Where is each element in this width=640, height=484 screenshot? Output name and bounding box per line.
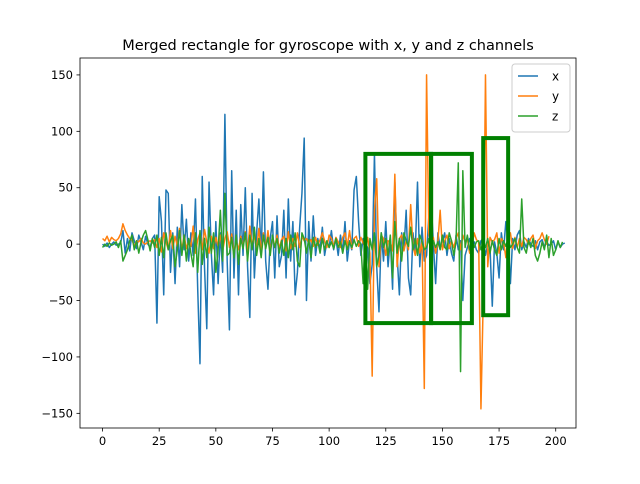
x-tick-label: 0 <box>99 434 106 448</box>
chart-title: Merged rectangle for gyroscope with x, y… <box>122 38 534 54</box>
y-tick-label: 150 <box>51 68 73 82</box>
x-tick-label: 50 <box>209 434 224 448</box>
legend-label-z: z <box>552 110 558 124</box>
axes-frame <box>79 57 577 429</box>
merged-rectangle-2 <box>429 151 474 326</box>
y-tick-label: −100 <box>41 350 73 364</box>
x-tick-label: 75 <box>265 434 280 448</box>
legend-label-y: y <box>552 90 559 104</box>
x-tick-label: 100 <box>318 434 340 448</box>
x-tick-label: 200 <box>545 434 567 448</box>
axes: 0 25 50 75 100 125 150 175 200 −150 −100 −50 0 50 100 1… <box>41 57 577 448</box>
y-tick-label: 0 <box>66 237 73 251</box>
x-tick-label: 150 <box>431 434 453 448</box>
legend: xyz <box>511 63 571 133</box>
series-line-z <box>101 162 564 373</box>
x-tick-label: 125 <box>375 434 397 448</box>
y-tick-label: −50 <box>49 294 73 308</box>
legend-box <box>511 63 571 133</box>
y-tick-label: 50 <box>58 181 73 195</box>
plot-area <box>101 74 566 410</box>
x-tick-label: 25 <box>152 434 167 448</box>
merged-rectangle-3 <box>481 136 511 318</box>
y-tick-label: −150 <box>41 406 73 420</box>
legend-label-x: x <box>552 70 559 84</box>
y-tick-label: 100 <box>51 124 73 138</box>
x-tick-label: 175 <box>488 434 510 448</box>
